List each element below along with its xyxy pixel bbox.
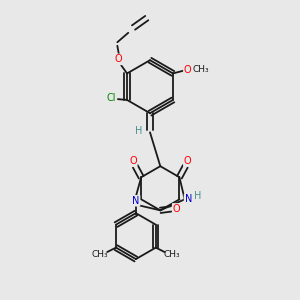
- Text: Cl: Cl: [107, 94, 116, 103]
- Text: CH₃: CH₃: [193, 64, 209, 74]
- Text: H: H: [135, 126, 142, 136]
- Text: O: O: [184, 65, 191, 76]
- Text: O: O: [129, 156, 137, 166]
- Text: O: O: [115, 54, 123, 64]
- Text: H: H: [194, 191, 201, 201]
- Text: O: O: [173, 204, 180, 214]
- Text: CH₃: CH₃: [92, 250, 108, 260]
- Text: N: N: [132, 196, 140, 206]
- Text: N: N: [184, 194, 192, 204]
- Text: O: O: [184, 156, 191, 166]
- Text: CH₃: CH₃: [164, 250, 180, 260]
